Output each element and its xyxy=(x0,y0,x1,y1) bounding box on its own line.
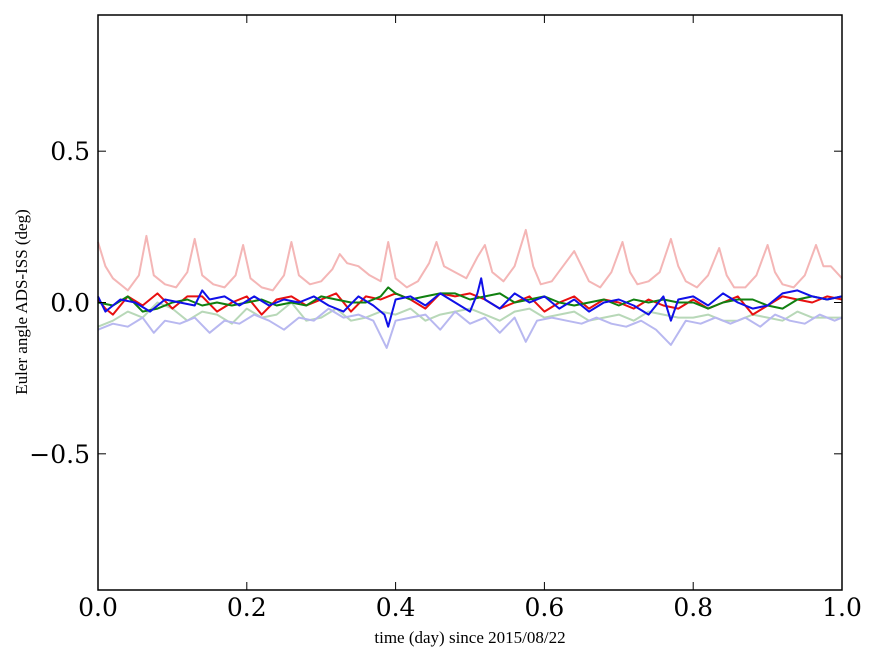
x-tick-label: 0.6 xyxy=(525,593,565,622)
x-tick-label: 1.0 xyxy=(822,593,862,622)
x-tick-label: 0.4 xyxy=(376,593,416,622)
plot-frame xyxy=(97,14,843,591)
x-tick-label: 0.2 xyxy=(227,593,267,622)
tick-layer: 0.0 0.2 0.4 0.6 0.8 1.0 −0.5 0.0 0.5 xyxy=(29,15,862,622)
series-line-1 xyxy=(97,228,843,292)
y-tick-label: 0.5 xyxy=(50,137,90,166)
x-axis-label: time (day) since 2015/08/22 xyxy=(374,628,565,647)
series-line-3 xyxy=(97,307,843,349)
y-tick-label: −0.5 xyxy=(29,440,90,469)
series-layer xyxy=(97,228,843,349)
x-tick-label: 0.8 xyxy=(673,593,713,622)
y-axis-label: Euler angle ADS-ISS (deg) xyxy=(12,209,31,395)
y-tick-label: 0.0 xyxy=(50,289,90,318)
series-line-5 xyxy=(97,286,843,313)
x-tick-label: 0.0 xyxy=(78,593,118,622)
series-line-6 xyxy=(97,277,843,328)
